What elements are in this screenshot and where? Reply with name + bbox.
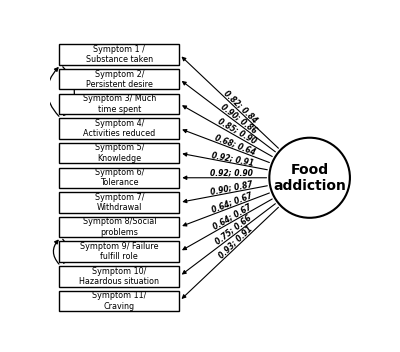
Text: 0.92; 0.90: 0.92; 0.90 [210,169,253,178]
FancyArrowPatch shape [47,68,59,116]
Text: Food
addiction: Food addiction [273,163,346,193]
FancyArrowPatch shape [63,67,74,115]
Text: Symptom 10/
Hazardous situation: Symptom 10/ Hazardous situation [79,266,159,286]
Text: 0.68; 0.64: 0.68; 0.64 [213,133,256,156]
Bar [59,69,180,89]
Bar [59,266,180,287]
Bar [59,143,180,163]
Bar [59,192,180,213]
Bar [59,118,180,139]
Text: 0.85; 0.90: 0.85; 0.90 [216,117,258,146]
Text: 0.92; 0.91: 0.92; 0.91 [211,150,255,167]
Text: 0.75; 0.66: 0.75; 0.66 [214,213,254,246]
Text: Symptom 7/
Withdrawal: Symptom 7/ Withdrawal [95,193,144,212]
Text: Symptom 2/
Persistent desire: Symptom 2/ Persistent desire [86,69,153,89]
Bar [59,241,180,262]
Text: Symptom 1 /
Substance taken: Symptom 1 / Substance taken [86,45,153,64]
Text: 0.64; 0.67: 0.64; 0.67 [210,191,253,214]
Bar [59,44,180,65]
Text: Symptom 11/
Craving: Symptom 11/ Craving [92,291,146,311]
Bar [59,94,180,114]
Text: 0.64; 0.67: 0.64; 0.67 [212,202,253,231]
Text: Symptom 8/Social
problems: Symptom 8/Social problems [83,217,156,237]
Text: Symptom 5/
Knowledge: Symptom 5/ Knowledge [95,143,144,163]
Text: Symptom 4/
Activities reduced: Symptom 4/ Activities reduced [83,119,156,138]
Text: Symptom 3/ Much
time spent: Symptom 3/ Much time spent [83,94,156,114]
FancyArrowPatch shape [63,239,68,263]
Text: 0.93; 0.91: 0.93; 0.91 [216,224,254,260]
Bar [59,291,180,311]
FancyArrowPatch shape [53,240,59,264]
Text: 0.90; 0.87: 0.90; 0.87 [209,180,253,196]
Text: 0.82; 0.84: 0.82; 0.84 [222,89,260,125]
Text: Symptom 6/
Tolerance: Symptom 6/ Tolerance [95,168,144,188]
Bar [59,168,180,188]
Bar [59,217,180,237]
Text: 0.90; 0.86: 0.90; 0.86 [219,102,259,135]
Circle shape [269,138,350,218]
Text: Symptom 9/ Failure
fulfill role: Symptom 9/ Failure fulfill role [80,242,159,262]
